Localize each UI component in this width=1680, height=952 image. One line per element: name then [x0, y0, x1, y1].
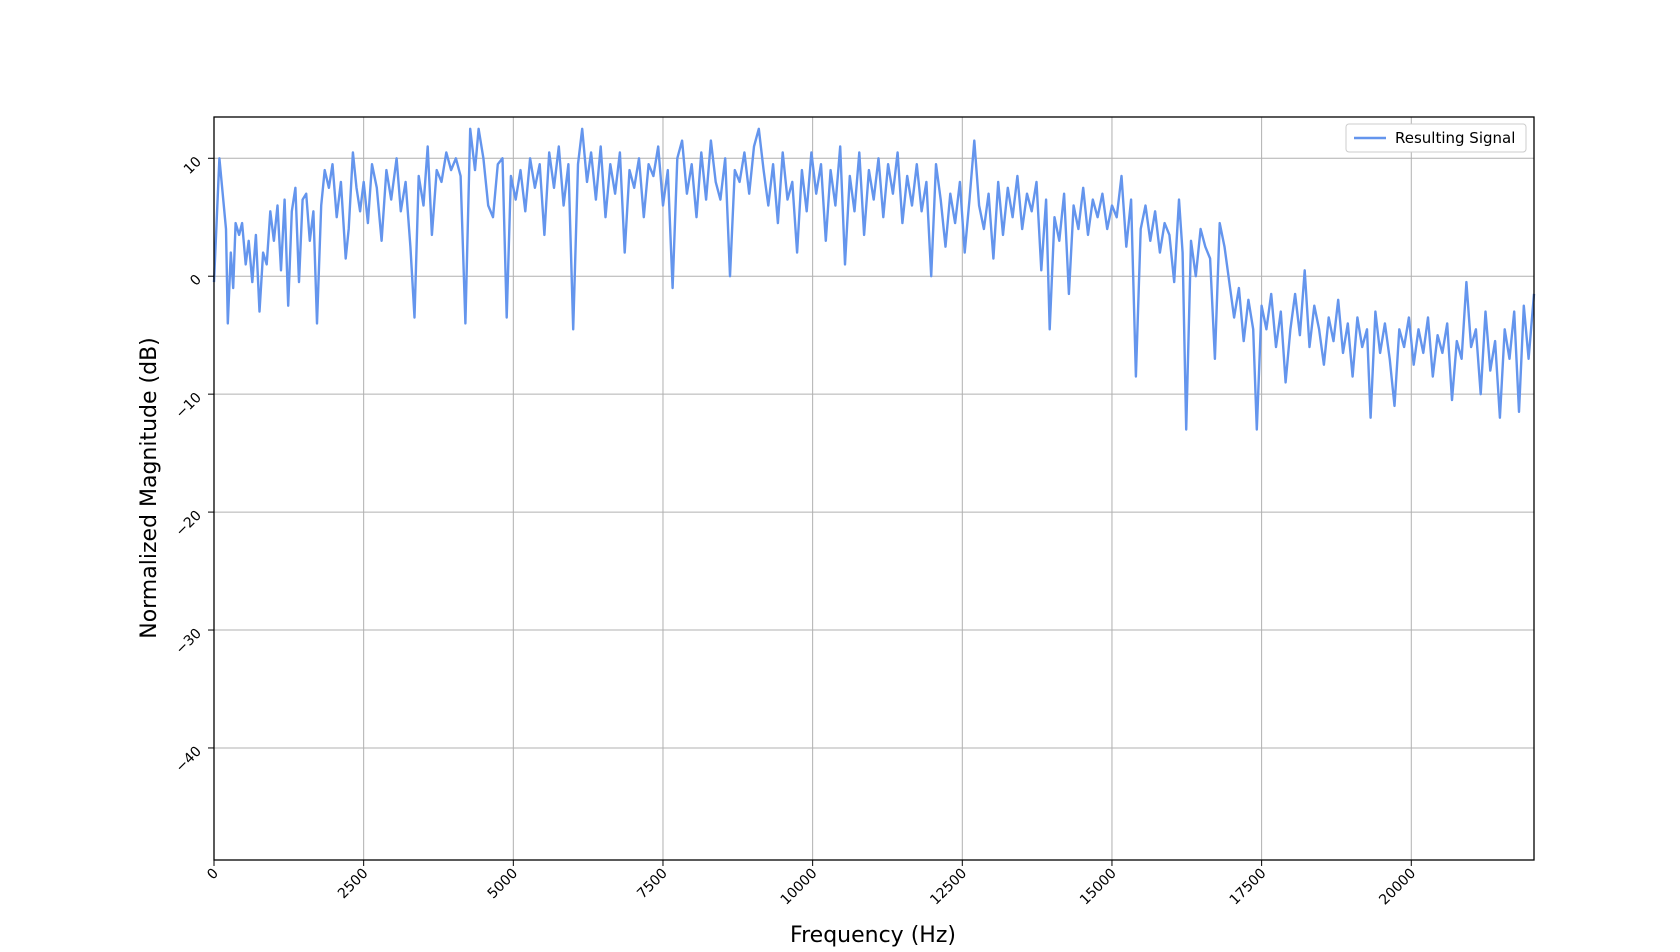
series-line-0 [212, 127, 1536, 431]
x-axis-label: Frequency (Hz) [790, 923, 956, 948]
plot-frame [213, 116, 1535, 861]
legend-box [1345, 123, 1527, 153]
ticks [208, 157, 1412, 866]
y-axis-label: Normalized Magnitude (dB) [137, 337, 162, 639]
legend-label: Resulting Signal [1395, 129, 1515, 147]
grid [213, 117, 1534, 860]
series-line-group [212, 127, 1536, 431]
legend: Resulting Signal [1345, 123, 1527, 153]
